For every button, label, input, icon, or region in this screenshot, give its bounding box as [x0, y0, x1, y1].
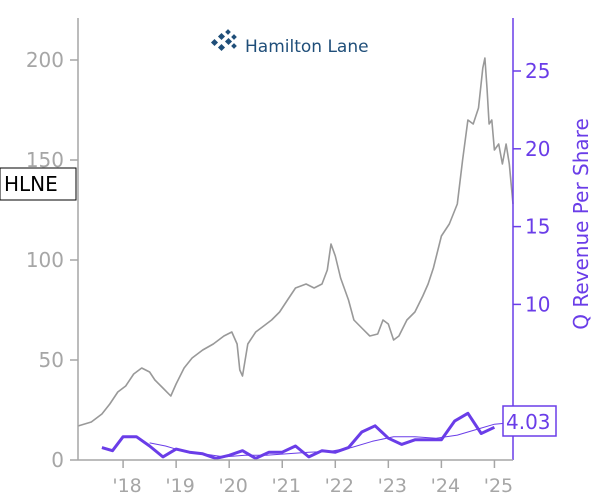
x-axis: '18 '19 '20 '21 '22 '23 '24 '25	[78, 459, 513, 497]
x-tick-label: '22	[325, 475, 354, 497]
ticker-box: HLNE	[0, 167, 77, 201]
x-tick-label: '21	[272, 475, 301, 497]
ticker-label: HLNE	[4, 172, 58, 196]
logo-text: Hamilton Lane	[245, 37, 369, 57]
left-tick-label: 50	[39, 348, 64, 372]
right-axis-label: Q Revenue Per Share	[569, 118, 593, 330]
left-tick-label: 100	[26, 248, 64, 272]
x-tick-label: '23	[378, 475, 407, 497]
x-tick-label: '20	[218, 475, 247, 497]
x-tick-label: '18	[112, 475, 141, 497]
revenue-series-line	[101, 411, 496, 460]
right-tick-label: 10	[525, 292, 550, 316]
company-logo: Hamilton Lane	[210, 29, 369, 57]
right-y-axis: 10 15 20 25	[512, 18, 550, 460]
x-tick-label: '25	[484, 475, 513, 497]
x-tick-label: '19	[165, 475, 194, 497]
right-tick-label: 25	[525, 59, 550, 83]
left-tick-label: 0	[51, 448, 64, 472]
x-tick-label: '24	[431, 475, 460, 497]
last-value-box: 4.03	[502, 405, 557, 437]
right-tick-label: 15	[525, 215, 550, 239]
price-series-line	[77, 57, 514, 427]
left-tick-label: 200	[26, 48, 64, 72]
right-tick-label: 20	[525, 137, 550, 161]
hamilton-lane-logo-icon	[210, 29, 237, 52]
last-value-label: 4.03	[506, 410, 551, 434]
